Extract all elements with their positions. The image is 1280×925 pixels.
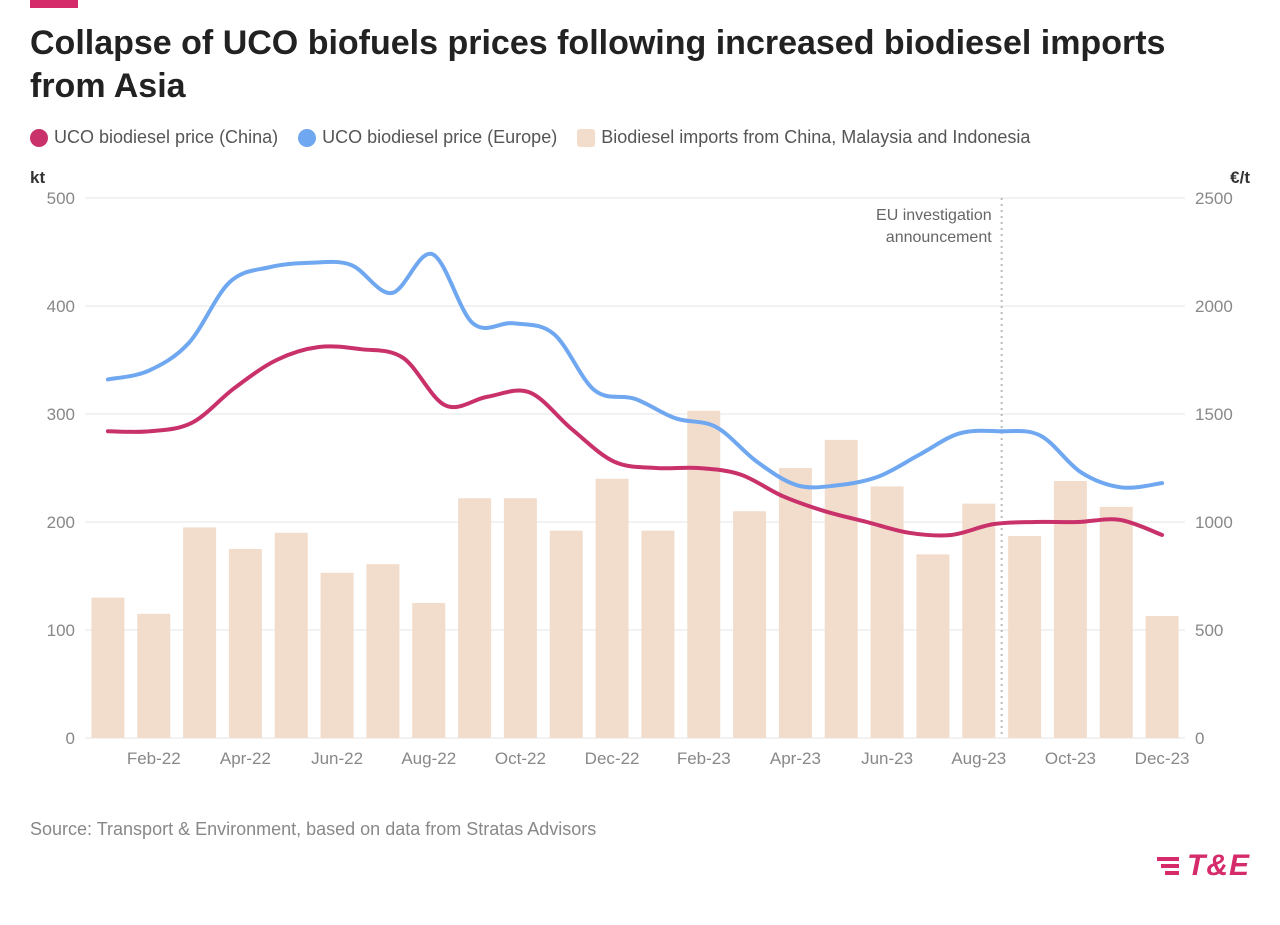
swatch-imports (577, 129, 595, 147)
y-right-tick: 0 (1195, 729, 1204, 748)
y-axis-right-title: €/t (1230, 168, 1250, 188)
source-attribution: Source: Transport & Environment, based o… (30, 819, 1250, 840)
y-left-tick: 200 (47, 513, 75, 532)
x-tick: Feb-22 (127, 749, 181, 768)
bar-imports (1054, 481, 1087, 738)
x-tick: Oct-22 (495, 749, 546, 768)
line-europe (108, 254, 1162, 488)
y-left-tick: 400 (47, 297, 75, 316)
x-tick: Feb-23 (677, 749, 731, 768)
x-tick: Jun-22 (311, 749, 363, 768)
bar-imports (412, 603, 445, 738)
bar-imports (962, 504, 995, 738)
legend: UCO biodiesel price (China) UCO biodiese… (30, 127, 1250, 148)
logo-text: T&E (1187, 849, 1250, 883)
x-tick: Jun-23 (861, 749, 913, 768)
y-right-tick: 1000 (1195, 513, 1233, 532)
x-tick: Dec-23 (1135, 749, 1190, 768)
bar-imports (458, 498, 491, 738)
annotation-text: announcement (886, 229, 992, 246)
legend-item-europe: UCO biodiesel price (Europe) (298, 127, 557, 148)
bar-imports (1100, 507, 1133, 738)
bar-imports (504, 498, 537, 738)
y-right-tick: 2000 (1195, 297, 1233, 316)
bar-imports (733, 511, 766, 738)
logo-stripes-icon (1157, 857, 1179, 875)
legend-item-china: UCO biodiesel price (China) (30, 127, 278, 148)
x-tick: Apr-22 (220, 749, 271, 768)
swatch-europe (298, 129, 316, 147)
x-tick: Dec-22 (585, 749, 640, 768)
legend-label-europe: UCO biodiesel price (Europe) (322, 127, 557, 148)
y-left-tick: 500 (47, 189, 75, 208)
bar-imports (687, 411, 720, 738)
line-china (108, 346, 1162, 535)
y-right-tick: 1500 (1195, 405, 1233, 424)
y-right-tick: 500 (1195, 621, 1223, 640)
bar-imports (916, 554, 949, 738)
y-left-tick: 0 (66, 729, 75, 748)
x-tick: Aug-22 (401, 749, 456, 768)
chart-container: kt €/t 0 100 200 300 400 500 0 500 1000 1500 2000 2… (30, 168, 1250, 793)
annotation-text: EU investigation (876, 207, 992, 224)
x-tick: Aug-23 (951, 749, 1006, 768)
swatch-china (30, 129, 48, 147)
bar-imports (137, 614, 170, 738)
y-right-tick: 2500 (1195, 189, 1233, 208)
x-tick: Apr-23 (770, 749, 821, 768)
legend-item-imports: Biodiesel imports from China, Malaysia a… (577, 127, 1030, 148)
bar-imports (596, 479, 629, 738)
bar-imports (366, 564, 399, 738)
bar-imports (641, 531, 674, 738)
bar-imports (550, 531, 583, 738)
y-axis-left-title: kt (30, 168, 45, 188)
te-logo: T&E (1157, 849, 1250, 883)
combo-chart: 0 100 200 300 400 500 0 500 1000 1500 2000 2500 Feb-… (30, 168, 1250, 788)
bar-imports (275, 533, 308, 738)
bar-imports (1146, 616, 1179, 738)
bar-imports (321, 573, 354, 738)
x-tick: Oct-23 (1045, 749, 1096, 768)
bar-imports (1008, 536, 1041, 738)
legend-label-imports: Biodiesel imports from China, Malaysia a… (601, 127, 1030, 148)
y-left-tick: 100 (47, 621, 75, 640)
legend-label-china: UCO biodiesel price (China) (54, 127, 278, 148)
bar-imports (779, 468, 812, 738)
bar-imports (229, 549, 262, 738)
bar-imports (183, 527, 216, 738)
chart-title: Collapse of UCO biofuels prices followin… (30, 22, 1250, 107)
y-left-tick: 300 (47, 405, 75, 424)
bar-imports (91, 598, 124, 738)
brand-tab (30, 0, 78, 8)
